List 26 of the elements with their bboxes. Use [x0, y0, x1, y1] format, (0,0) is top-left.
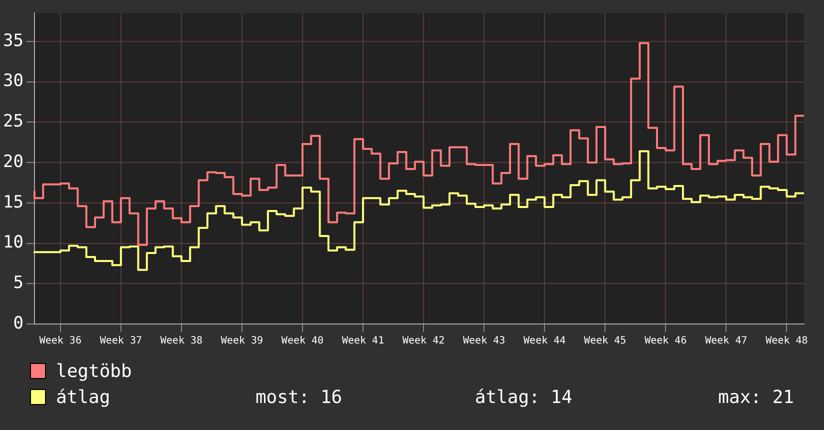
y-tick-label: 25: [2, 112, 24, 132]
y-tick-label: 35: [2, 30, 24, 51]
y-tick-label: 15: [2, 192, 24, 212]
legend-label: legtöbb: [56, 360, 133, 382]
y-tick-label: 10: [2, 232, 24, 253]
y-tick-label: 20: [2, 152, 24, 172]
y-tick-label: 5: [13, 273, 24, 294]
x-tick-label: Week 47: [705, 336, 748, 347]
x-tick-label: Week 36: [39, 336, 82, 347]
x-tick-label: Week 42: [402, 336, 445, 347]
y-tick-label: 0: [13, 313, 24, 334]
x-tick-label: Week 37: [100, 336, 142, 347]
x-tick-label: Week 41: [342, 336, 384, 347]
text: átlag: 14: [474, 386, 574, 408]
x-tick-label: Week 46: [644, 336, 687, 347]
x-tick-label: Week 48: [766, 336, 808, 347]
y-tick-label: 30: [2, 71, 24, 92]
x-tick-label: Week 45: [584, 336, 626, 347]
x-tick-label: Week 43: [463, 336, 506, 347]
text: most: 16: [255, 386, 344, 408]
x-tick-label: Week 39: [220, 336, 264, 347]
x-tick-label: Week 40: [281, 336, 324, 347]
x-tick-label: Week 38: [160, 336, 203, 347]
legend-label: átlag: [56, 386, 112, 408]
text: max: 21: [717, 386, 794, 408]
x-tick-label: Week 44: [524, 336, 566, 347]
